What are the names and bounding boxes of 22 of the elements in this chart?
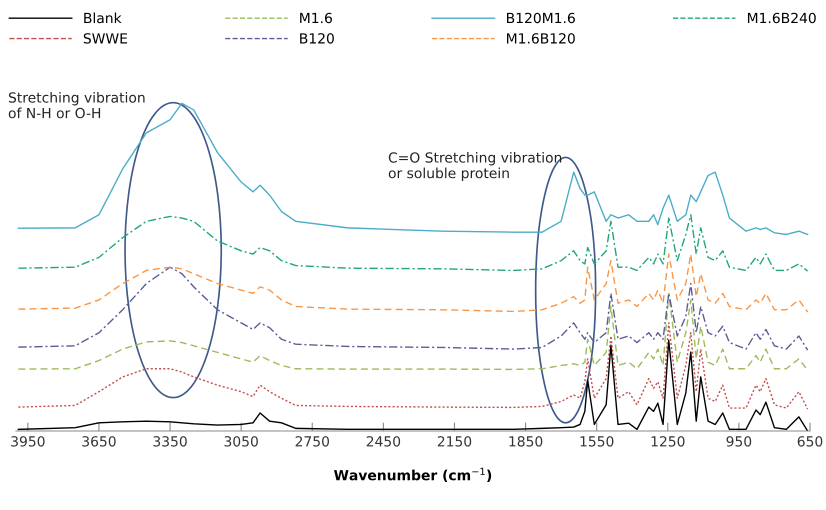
x-tick-label: 650 bbox=[798, 436, 822, 447]
x-tick-label: 3950 bbox=[11, 436, 45, 447]
legend-label: M1.6 bbox=[300, 12, 332, 24]
x-tick-label: 1850 bbox=[509, 436, 542, 447]
legend-label: B120 bbox=[300, 33, 334, 44]
legend-label: Blank bbox=[84, 12, 122, 24]
annotation: Stretching vibration of N-H or O-H bbox=[8, 92, 145, 118]
x-tick-label: 3650 bbox=[82, 436, 116, 447]
legend-label: B120M1.6 bbox=[507, 12, 575, 24]
x-tick-label: 950 bbox=[726, 436, 752, 447]
legend-label: SWWE bbox=[84, 33, 128, 44]
x-tick-label: 2750 bbox=[296, 436, 330, 447]
x-tick-label: 2150 bbox=[438, 436, 472, 447]
x-tick-label: 1550 bbox=[580, 436, 614, 447]
x-axis-title: Wavenumber (cm$^{−1}$) bbox=[334, 468, 492, 482]
x-tick-label: 3350 bbox=[153, 436, 187, 447]
x-tick-label: 1250 bbox=[652, 436, 685, 447]
annotation: C=O Stretching vibration or soluble protein bbox=[388, 152, 562, 181]
legend-label: M1.6B240 bbox=[748, 12, 816, 24]
x-tick-label: 2450 bbox=[366, 436, 400, 447]
legend-label: M1.6B120 bbox=[507, 33, 575, 44]
x-tick-label: 3050 bbox=[224, 436, 258, 447]
